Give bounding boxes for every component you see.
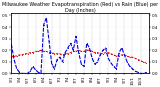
- Title: Milwaukee Weather Evapotranspiration (Red) vs Rain (Blue) per Day (Inches): Milwaukee Weather Evapotranspiration (Re…: [2, 2, 158, 13]
